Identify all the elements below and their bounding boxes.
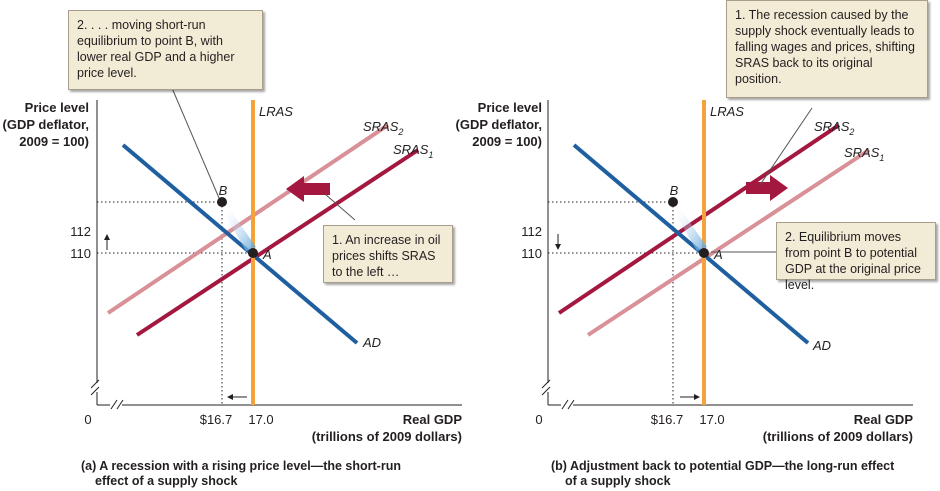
y-tick-112: 112 — [70, 224, 91, 239]
price-down-arrowhead — [555, 244, 561, 250]
point-b-label: B — [670, 183, 679, 198]
panel-b: Price level (GDP deflator, 2009 = 100) 0… — [456, 100, 914, 444]
origin-label: 0 — [535, 412, 542, 427]
y-axis-title-line2: (GDP deflator, — [456, 117, 542, 132]
ad-label: AD — [812, 338, 831, 353]
ad-label: AD — [362, 335, 381, 350]
sras2-label: SRAS2 — [814, 119, 854, 137]
callout-top-leader — [759, 107, 813, 186]
point-a — [248, 248, 258, 258]
point-a — [699, 248, 709, 258]
sras1-curve — [586, 148, 871, 337]
caption-panel-a: (a) A recession with a rising price leve… — [81, 459, 481, 489]
gdp-left-arrowhead — [227, 394, 233, 400]
lras-label: LRAS — [259, 104, 293, 119]
sras2-curve — [557, 123, 841, 315]
x-axis-title-line2: (trillions of 2009 dollars) — [312, 429, 462, 444]
origin-label: 0 — [84, 412, 91, 427]
y-axis-title-line3: 2009 = 100) — [19, 134, 89, 149]
x-axis-break-2 — [567, 399, 575, 410]
caption-line1: (a) A recession with a rising price leve… — [81, 459, 401, 473]
sras1-label: SRAS1 — [844, 145, 884, 163]
caption-line2: effect of a supply shock — [95, 474, 238, 488]
x-axis-title-line1: Real GDP — [854, 412, 914, 427]
point-a-label: A — [262, 247, 272, 262]
callout-panel-b-top: 1. The recession caused by the supply sh… — [726, 0, 928, 98]
y-axis-title-line1: Price level — [478, 100, 542, 115]
caption-panel-b: (b) Adjustment back to potential GDP—the… — [551, 459, 936, 489]
x-axis-break-2 — [116, 399, 124, 410]
point-a-label: A — [713, 247, 723, 262]
movement-highlight — [676, 204, 707, 251]
point-b — [668, 197, 678, 207]
sras2-label: SRAS2 — [363, 119, 403, 137]
y-axis-title-line3: 2009 = 100) — [472, 134, 542, 149]
callout-top-leader — [171, 87, 220, 199]
callout-text: 2. . . . moving short-run equilibrium to… — [77, 18, 235, 80]
sras-shift-left-arrow — [286, 176, 330, 202]
x-tick-16-7: $16.7 — [651, 412, 684, 427]
x-tick-17-0: 17.0 — [248, 412, 273, 427]
x-axis-break-1 — [561, 399, 569, 410]
price-up-arrowhead — [104, 234, 110, 240]
y-axis-break-2 — [90, 386, 100, 396]
callout-text: 2. Equilibrium moves from point B to pot… — [785, 230, 921, 292]
point-b-label: B — [219, 183, 228, 198]
sras2-curve — [106, 123, 390, 315]
callout-panel-a-side: 1. An increase in oil prices shifts SRAS… — [323, 225, 453, 283]
callout-panel-b-side: 2. Equilibrium moves from point B to pot… — [776, 222, 936, 292]
callout-text: 1. The recession caused by the supply sh… — [735, 8, 915, 86]
callout-text: 1. An increase in oil prices shifts SRAS… — [332, 233, 441, 279]
x-axis-title-line1: Real GDP — [403, 412, 463, 427]
lras-label: LRAS — [710, 104, 744, 119]
panel-a: Price level (GDP deflator, 2009 = 100) 0… — [3, 87, 463, 444]
x-axis-title-line2: (trillions of 2009 dollars) — [763, 429, 913, 444]
y-tick-110: 110 — [70, 246, 91, 261]
x-tick-17-0: 17.0 — [699, 412, 724, 427]
y-axis-break-1 — [541, 379, 551, 389]
caption-line1: (b) Adjustment back to potential GDP—the… — [551, 459, 895, 473]
point-b — [217, 197, 227, 207]
sras-shift-right-arrow — [746, 175, 788, 201]
y-axis-title-line1: Price level — [25, 100, 89, 115]
ad-curve — [121, 143, 359, 345]
sras1-label: SRAS1 — [393, 142, 433, 160]
callout-side-leader — [324, 193, 356, 221]
sras1-curve — [135, 148, 420, 337]
y-tick-110: 110 — [521, 246, 542, 261]
gdp-right-arrowhead — [694, 394, 700, 400]
x-axis-break-1 — [110, 399, 118, 410]
x-tick-16-7: $16.7 — [200, 412, 233, 427]
y-axis-break-1 — [90, 379, 100, 389]
movement-highlight — [225, 204, 256, 251]
y-tick-112: 112 — [521, 224, 542, 239]
y-axis-title-line2: (GDP deflator, — [3, 117, 89, 132]
ad-curve — [572, 143, 810, 345]
callout-panel-a-top: 2. . . . moving short-run equilibrium to… — [68, 10, 263, 90]
caption-line2: of a supply shock — [565, 474, 671, 488]
y-axis-break-2 — [541, 386, 551, 396]
